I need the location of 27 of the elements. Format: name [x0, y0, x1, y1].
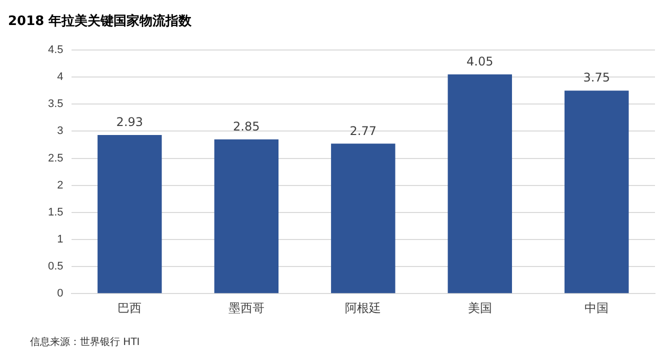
- bar: [214, 139, 279, 294]
- x-tick-label: 巴西: [118, 300, 142, 315]
- y-tick-label: 1: [57, 234, 64, 246]
- data-label: 2.77: [350, 124, 377, 138]
- y-tick-label: 3: [57, 125, 64, 138]
- bar: [98, 134, 162, 294]
- data-label: 2.85: [233, 119, 260, 134]
- x-tick-label: 美国: [468, 300, 492, 315]
- data-label: 2.93: [116, 115, 144, 130]
- y-tick-label: 2: [57, 179, 64, 192]
- y-tick-label: 1.5: [48, 206, 64, 218]
- y-tick-label: 0: [57, 288, 64, 300]
- y-tick-label: 0.5: [48, 260, 64, 273]
- chart-title: 2018 年拉美关键国家物流指数: [8, 12, 192, 30]
- bar: [331, 144, 396, 294]
- bar: [448, 74, 512, 294]
- bar: [564, 90, 629, 294]
- x-tick-label: 中国: [584, 300, 609, 315]
- y-tick-label: 3.5: [48, 98, 64, 110]
- y-tick-label: 2.5: [48, 152, 64, 164]
- y-tick-label: 4: [57, 71, 64, 84]
- text: 信息来源：世界银行 HTI: [30, 336, 140, 349]
- x-tick-label: 阿根廷: [345, 300, 382, 315]
- y-tick-label: 4.5: [48, 44, 64, 56]
- x-tick-label: 墨西哥: [228, 300, 264, 315]
- data-label: 3.75: [583, 70, 610, 85]
- data-label: 4.05: [466, 54, 494, 68]
